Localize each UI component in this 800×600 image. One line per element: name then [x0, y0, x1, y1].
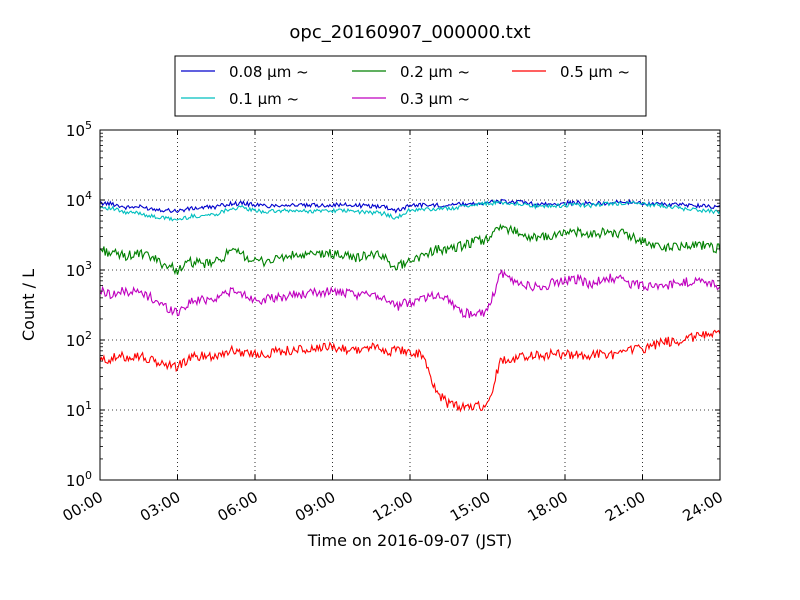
y-tick-label: 103	[66, 259, 92, 280]
series-line-2	[99, 223, 721, 276]
legend-label-1: 0.1 μm ~	[229, 90, 299, 108]
series-line-3	[99, 269, 721, 319]
legend-item-3: 0.3 μm ~	[352, 90, 470, 108]
chart-title: opc_20160907_000000.txt	[289, 22, 530, 43]
y-tick-label: 105	[66, 119, 92, 140]
legend-item-0: 0.08 μm ~	[181, 63, 309, 81]
legend: 0.08 μm ~ 0.1 μm ~ 0.2 μm ~ 0.3 μm ~ 0.5…	[174, 55, 647, 117]
y-tick-label: 102	[66, 329, 92, 350]
legend-item-1: 0.1 μm ~	[181, 90, 299, 108]
series-lines	[99, 198, 721, 413]
legend-label-0: 0.08 μm ~	[229, 63, 309, 81]
y-tick-label: 100	[66, 469, 92, 490]
y-axis-label: Count / L	[19, 269, 38, 341]
legend-item-2: 0.2 μm ~	[352, 63, 470, 81]
legend-box	[174, 55, 647, 117]
legend-label-4: 0.5 μm ~	[560, 63, 630, 81]
legend-label-3: 0.3 μm ~	[400, 90, 470, 108]
y-tick-label: 101	[66, 399, 92, 420]
series-line-4	[99, 329, 721, 413]
y-tick-label: 104	[66, 189, 92, 210]
series-line-1	[99, 199, 721, 222]
legend-label-2: 0.2 μm ~	[400, 63, 470, 81]
series-line-0	[99, 198, 721, 214]
legend-item-4: 0.5 μm ~	[512, 63, 630, 81]
x-axis-label: Time on 2016-09-07 (JST)	[307, 531, 512, 550]
